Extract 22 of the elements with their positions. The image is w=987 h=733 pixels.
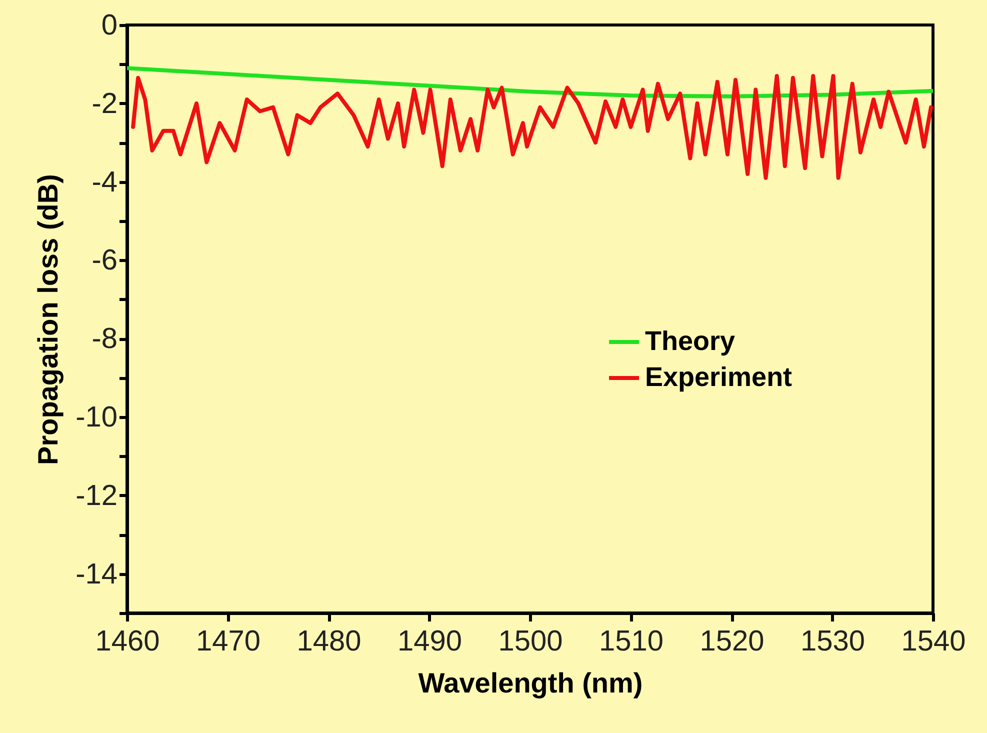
y-tick-label: -12 bbox=[76, 480, 118, 512]
y-tick-label: -4 bbox=[92, 166, 118, 198]
y-tick-label: -8 bbox=[92, 323, 118, 356]
x-tick-label: 1520 bbox=[700, 626, 764, 658]
y-tick-label: -6 bbox=[92, 244, 118, 277]
legend-label: Theory bbox=[645, 326, 736, 356]
legend-label: Experiment bbox=[645, 362, 792, 392]
x-tick-label: 1540 bbox=[901, 626, 966, 658]
y-tick-label: -10 bbox=[76, 402, 118, 434]
x-tick-label: 1480 bbox=[296, 626, 362, 658]
x-tick-label: 1530 bbox=[800, 626, 866, 658]
y-axis-title: Propagation loss (dB) bbox=[32, 174, 64, 465]
y-tick-label: -2 bbox=[92, 88, 118, 120]
line-series bbox=[131, 74, 933, 180]
x-tick-label: 1460 bbox=[95, 626, 160, 658]
x-tick-label: 1500 bbox=[498, 626, 563, 658]
y-tick-label: -14 bbox=[76, 558, 118, 590]
y-tick-label: 0 bbox=[101, 10, 118, 42]
x-tick-label: 1510 bbox=[598, 626, 664, 658]
x-tick-label: 1490 bbox=[397, 626, 462, 658]
x-tick-label: 1470 bbox=[196, 626, 261, 658]
x-axis-title: Wavelength (nm) bbox=[418, 668, 643, 698]
